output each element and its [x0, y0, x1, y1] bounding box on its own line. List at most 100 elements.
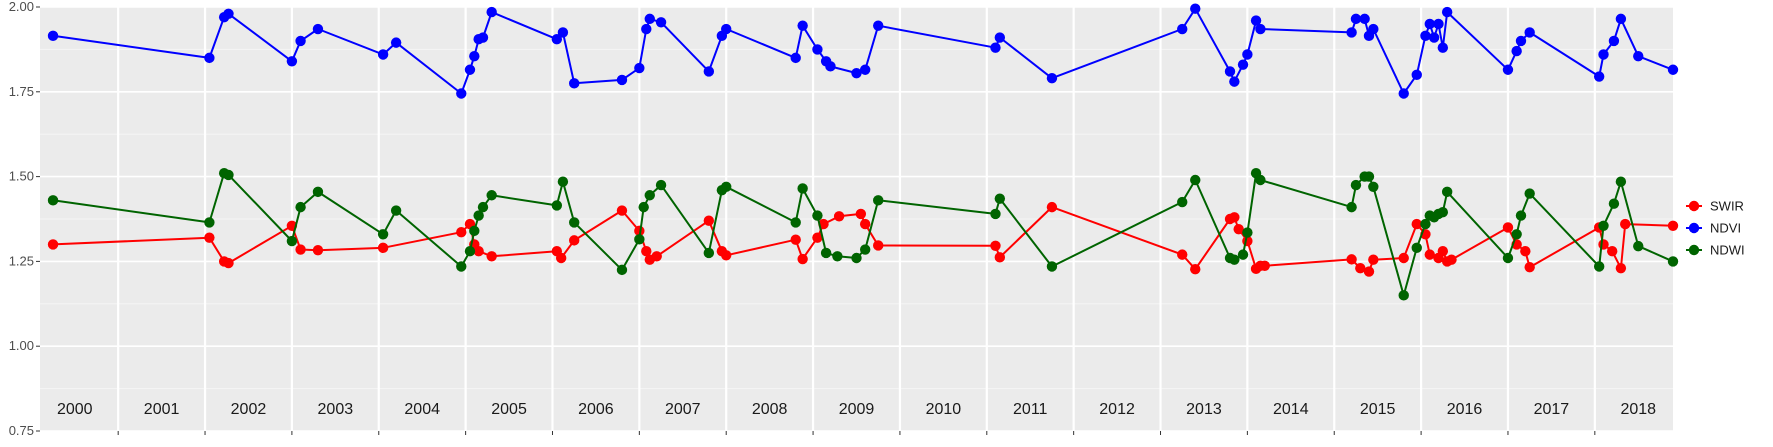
data-point-ndvi — [873, 20, 884, 31]
data-point-ndvi — [390, 37, 402, 48]
year-label-2000: 2000 — [57, 401, 93, 418]
data-point-swir — [1177, 249, 1188, 260]
year-label-2008: 2008 — [752, 401, 788, 418]
y-axis: 0.75 1.00 1.25 1.50 1.75 2.00 — [9, 0, 40, 438]
data-point-swir — [1363, 266, 1375, 277]
y-tick-label: 1.50 — [9, 169, 34, 184]
legend-item-swir: SWIR — [1686, 199, 1744, 214]
series-swir — [47, 201, 1679, 277]
data-point-ndvi — [1515, 35, 1527, 47]
data-point-ndwi — [851, 252, 862, 264]
data-point-ndvi — [551, 34, 563, 45]
data-point-ndwi — [1046, 261, 1058, 272]
data-point-ndwi — [1633, 240, 1644, 252]
data-point-ndvi — [1511, 45, 1522, 57]
y-tick-label: 1.75 — [9, 84, 34, 99]
data-point-swir — [1606, 246, 1618, 257]
data-point-ndvi — [655, 17, 667, 28]
data-point-ndwi — [1368, 181, 1379, 192]
data-point-ndwi — [312, 186, 324, 198]
data-point-swir — [873, 240, 884, 251]
data-point-ndwi — [1502, 252, 1514, 264]
data-point-ndwi — [644, 190, 655, 201]
year-label-2006: 2006 — [578, 401, 614, 418]
year-label-2005: 2005 — [491, 401, 527, 418]
data-point-ndvi — [790, 52, 801, 64]
y-tick-label: 1.00 — [9, 338, 34, 353]
data-point-swir — [377, 242, 389, 254]
legend-item-ndvi: NDVI — [1686, 221, 1741, 236]
data-point-swir — [486, 251, 497, 262]
data-point-ndvi — [223, 8, 234, 19]
data-point-ndwi — [223, 169, 234, 181]
data-point-ndvi — [641, 23, 652, 35]
data-point-ndvi — [1633, 50, 1644, 62]
data-point-ndvi — [377, 49, 389, 60]
year-label-2003: 2003 — [318, 401, 354, 418]
legend-swatch-ndwi — [1688, 244, 1700, 256]
data-point-ndvi — [1502, 64, 1514, 75]
data-point-ndwi — [703, 247, 715, 259]
series-ndvi — [47, 3, 1679, 99]
data-point-ndvi — [286, 56, 298, 67]
data-point-ndvi — [1398, 88, 1409, 99]
data-point-ndvi — [1437, 42, 1449, 53]
year-label-2011: 2011 — [1013, 401, 1048, 418]
data-point-swir — [641, 246, 652, 257]
data-point-ndwi — [994, 193, 1006, 204]
data-point-ndwi — [1441, 186, 1453, 198]
series-ndwi — [47, 168, 1679, 301]
legend-label-ndvi: NDVI — [1710, 221, 1741, 236]
data-point-ndvi — [469, 50, 480, 62]
year-label-2009: 2009 — [839, 401, 875, 418]
legend-swatch-ndvi — [1688, 222, 1700, 234]
data-point-ndvi — [1433, 18, 1444, 30]
data-point-ndvi — [1190, 3, 1201, 14]
data-point-ndvi — [295, 35, 306, 47]
data-point-ndwi — [1350, 179, 1362, 191]
data-point-ndwi — [286, 235, 298, 247]
data-point-swir — [1446, 254, 1457, 265]
legend-item-ndwi: NDWI — [1686, 243, 1745, 258]
data-point-swir — [833, 211, 845, 222]
data-point-ndwi — [1511, 229, 1522, 240]
data-point-ndvi — [644, 13, 655, 25]
data-point-ndvi — [721, 23, 732, 35]
data-point-swir — [1190, 264, 1201, 275]
data-point-ndvi — [634, 62, 645, 74]
y-tick-label: 2.00 — [9, 0, 34, 14]
legend: SWIR NDVI NDWI — [1686, 199, 1745, 258]
data-point-ndwi — [1177, 196, 1188, 208]
data-point-ndwi — [832, 251, 843, 262]
data-point-ndvi — [1237, 59, 1249, 70]
y-tick-label: 0.75 — [9, 423, 34, 438]
data-point-ndwi — [1190, 174, 1201, 186]
data-point-swir — [473, 246, 484, 257]
data-point-ndvi — [1229, 76, 1240, 87]
data-point-swir — [703, 215, 715, 226]
data-point-ndwi — [1398, 290, 1409, 301]
data-point-swir — [204, 232, 215, 243]
data-point-ndwi — [790, 217, 801, 228]
data-point-ndvi — [1593, 71, 1605, 82]
year-label-2014: 2014 — [1273, 401, 1309, 418]
year-label-2002: 2002 — [231, 401, 267, 418]
data-point-ndvi — [1359, 13, 1370, 25]
data-point-swir — [1524, 261, 1535, 273]
data-point-swir — [295, 244, 306, 255]
data-point-ndvi — [557, 27, 569, 38]
data-point-ndwi — [295, 201, 306, 213]
data-point-ndvi — [456, 88, 467, 99]
data-point-ndvi — [464, 64, 476, 75]
data-point-ndwi — [469, 225, 480, 237]
data-point-ndvi — [1424, 18, 1435, 30]
data-point-ndvi — [990, 42, 1001, 53]
data-point-swir — [634, 225, 645, 237]
data-point-swir — [47, 239, 59, 250]
data-point-ndwi — [456, 261, 467, 272]
data-point-ndwi — [477, 201, 489, 213]
data-point-ndvi — [486, 6, 497, 18]
data-point-swir — [1229, 212, 1240, 223]
data-point-ndvi — [204, 52, 215, 64]
